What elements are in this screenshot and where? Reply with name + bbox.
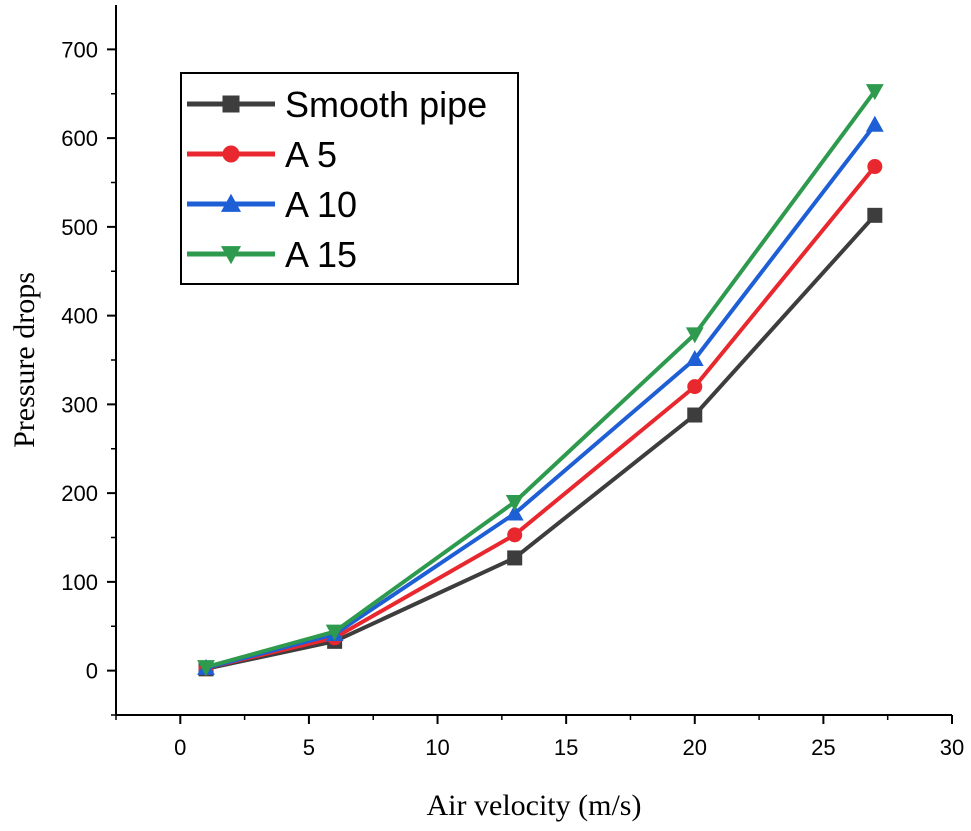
y-tick-label: 600 — [61, 126, 98, 151]
legend-label: A 10 — [285, 184, 357, 225]
legend-swatch-marker — [220, 193, 242, 212]
y-tick-label: 400 — [61, 304, 98, 329]
legend-label: A 5 — [285, 134, 337, 175]
y-axis-ticks: 0 100 200 300 400 500 600 700 — [61, 37, 116, 716]
data-point — [685, 327, 704, 344]
y-tick-label: 200 — [61, 481, 98, 506]
y-tick-label: 300 — [61, 392, 98, 417]
data-point — [687, 407, 703, 423]
x-axis-title: Air velocity (m/s) — [427, 789, 642, 822]
legend-swatch-marker — [222, 95, 240, 113]
data-point — [197, 660, 215, 677]
y-tick-label: 500 — [61, 215, 98, 240]
legend-item: A 5 — [187, 134, 337, 175]
legend-swatch-marker — [222, 145, 240, 163]
data-point — [505, 495, 524, 512]
data-point — [325, 624, 344, 641]
legend-swatch-marker — [220, 246, 242, 265]
y-tick-label: 700 — [61, 37, 98, 62]
legend-item: Smooth pipe — [187, 84, 487, 125]
data-point — [687, 379, 703, 395]
data-point — [867, 207, 883, 223]
y-tick-label: 100 — [61, 570, 98, 595]
data-point — [507, 527, 523, 543]
axes: 0 100 200 300 400 500 600 700 0 5 10 15 20 25 30 — [61, 5, 964, 760]
x-tick-label: 20 — [683, 735, 707, 760]
x-tick-label: 0 — [174, 735, 186, 760]
legend-label: A 15 — [285, 234, 357, 275]
x-tick-label: 10 — [425, 735, 449, 760]
x-tick-label: 30 — [940, 735, 964, 760]
legend-item: A 10 — [187, 184, 357, 225]
data-point — [507, 550, 523, 566]
series-3 — [197, 84, 884, 677]
x-tick-label: 25 — [811, 735, 835, 760]
x-tick-label: 15 — [554, 735, 578, 760]
y-tick-label: 0 — [86, 659, 98, 684]
data-point — [865, 84, 884, 101]
data-point — [685, 350, 704, 367]
data-point — [867, 159, 883, 175]
y-axis-title: Pressure drops — [8, 272, 41, 448]
x-tick-label: 5 — [303, 735, 315, 760]
legend: Smooth pipe A 5 A 10 A 15 — [180, 72, 519, 285]
x-axis-ticks: 0 5 10 15 20 25 30 — [115, 715, 964, 760]
data-point — [505, 504, 524, 521]
legend-label: Smooth pipe — [285, 84, 487, 125]
legend-item: A 15 — [187, 234, 357, 275]
series-layer — [197, 84, 884, 677]
data-point — [865, 115, 884, 132]
